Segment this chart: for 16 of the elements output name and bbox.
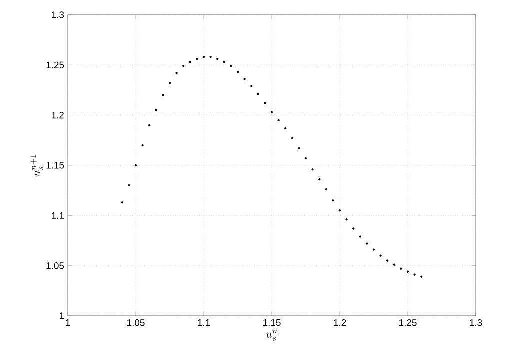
x-tick-label: 1.3 [470, 320, 482, 326]
y-tick-label: 1.25 [46, 62, 64, 69]
y-tick-label: 1.15 [46, 162, 64, 169]
y-tick-label: 1.1 [52, 212, 64, 219]
x-tick-label: 1.1 [198, 320, 210, 326]
y-axis-title: $u_s^{n+1}$ [30, 155, 44, 177]
x-tick-label: 1.15 [264, 320, 281, 326]
x-axis-title: $u_s^n$ [266, 330, 278, 341]
y-tick-label: 1.3 [52, 12, 64, 18]
y-tick-label: 1 [60, 312, 64, 320]
y-tick-label: 1.2 [52, 112, 64, 119]
x-tick-label: 1.25 [400, 320, 417, 326]
x-tick-label: 1.05 [128, 320, 145, 326]
y-tick-label: 1.05 [46, 262, 64, 270]
x-tick-label: 1.2 [334, 320, 346, 326]
x-tick-label: 1 [66, 320, 70, 326]
